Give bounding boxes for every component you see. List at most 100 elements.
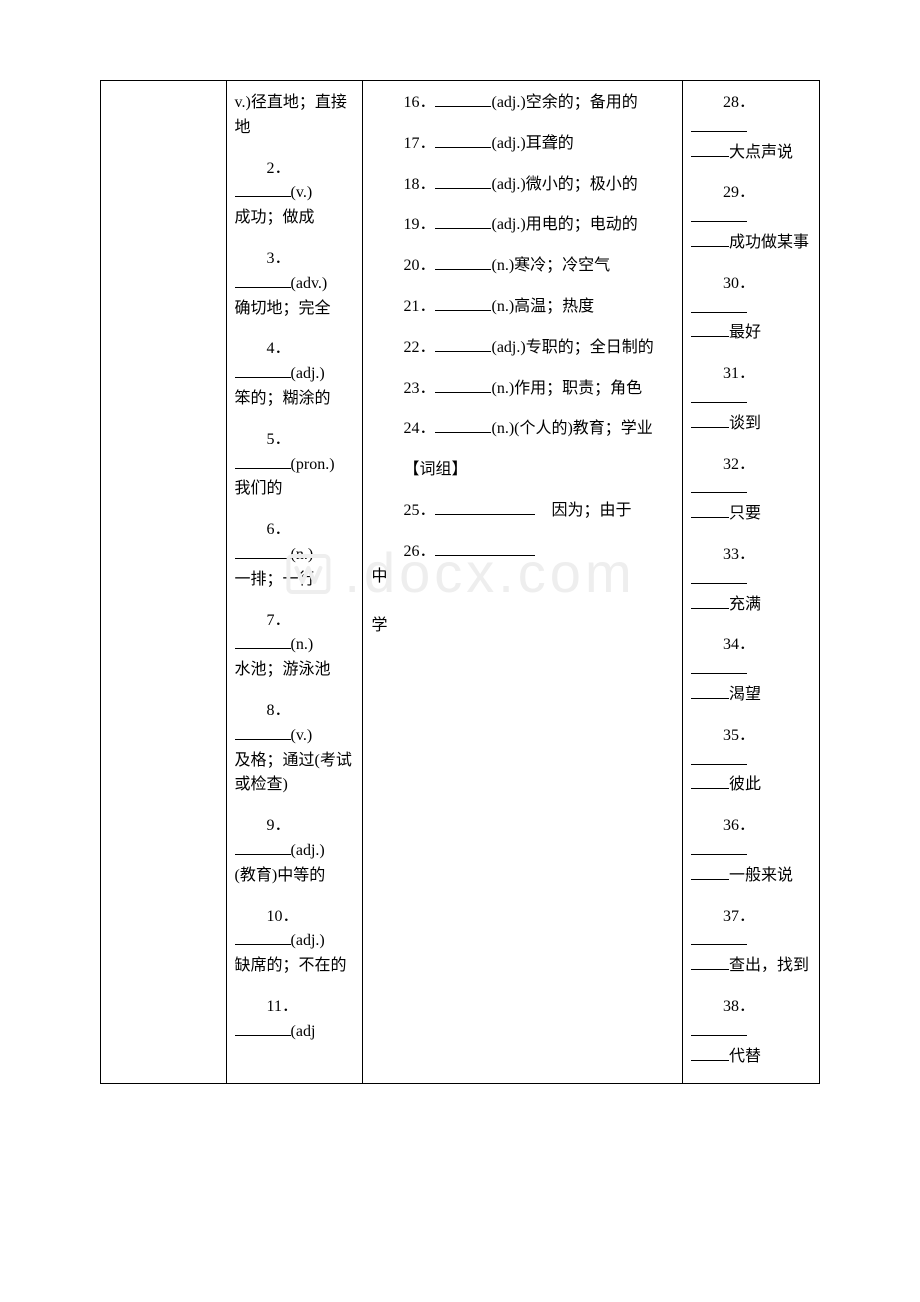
fill-blank[interactable] xyxy=(691,749,747,765)
fill-blank[interactable] xyxy=(435,173,491,189)
fill-blank[interactable] xyxy=(691,387,747,403)
fill-blank[interactable] xyxy=(691,864,729,880)
fill-blank[interactable] xyxy=(691,773,729,789)
entry-def: 作用；职责；角色 xyxy=(514,380,642,397)
fill-blank[interactable] xyxy=(435,91,491,107)
page: .docx.com v.)径直地；直接地 2． (v.) 成功；做成 3． xyxy=(0,0,920,1184)
fill-blank[interactable] xyxy=(435,499,535,515)
fill-blank[interactable] xyxy=(691,929,747,945)
entry-def: 空余的；备用的 xyxy=(526,94,638,111)
vocab-entry: 10． (adj.) 缺席的；不在的 xyxy=(235,905,355,979)
entry-def: 只要 xyxy=(729,505,761,522)
entry-num: 34． xyxy=(723,636,755,653)
vocab-entry: 21．(n.)高温；热度 xyxy=(371,295,674,320)
vocab-entry: 17．(adj.)耳聋的 xyxy=(371,132,674,157)
fill-blank[interactable] xyxy=(691,321,729,337)
entry-num: 2． xyxy=(267,160,291,177)
vocab-entry: 18．(adj.)微小的；极小的 xyxy=(371,173,674,198)
fill-blank[interactable] xyxy=(235,839,291,855)
fill-blank[interactable] xyxy=(435,295,491,311)
fill-blank[interactable] xyxy=(691,1020,747,1036)
fill-blank[interactable] xyxy=(691,568,747,584)
entry-pos: (n.) xyxy=(291,546,314,563)
entry-def: 代替 xyxy=(729,1048,761,1065)
fill-blank[interactable] xyxy=(235,633,291,649)
fill-blank[interactable] xyxy=(435,213,491,229)
entry-def: 确切地；完全 xyxy=(235,300,331,317)
fill-blank[interactable] xyxy=(235,543,291,559)
entry-num: 23． xyxy=(403,380,435,397)
entry-def: 专职的；全日制的 xyxy=(526,339,654,356)
fill-blank[interactable] xyxy=(691,231,729,247)
entry-def: 我们的 xyxy=(235,480,283,497)
entry-def: 渴望 xyxy=(729,686,761,703)
entry-pos: (pron.) xyxy=(291,456,335,473)
cell-col3: 16． (adj.) 空余的；备用的 17．(adj.)耳聋的 18．(adj.)微… xyxy=(363,81,683,1084)
fill-blank[interactable] xyxy=(691,839,747,855)
fill-blank[interactable] xyxy=(691,477,747,493)
fill-blank[interactable] xyxy=(235,929,291,945)
entry-def: 及格；通过(考试或检查) xyxy=(235,752,352,794)
entry-num: 28． xyxy=(723,94,755,111)
phrase-entry: 30． 最好 xyxy=(691,272,811,346)
entry-pos: (n.) xyxy=(491,420,514,437)
fill-blank[interactable] xyxy=(435,132,491,148)
entry-def: 大点声说 xyxy=(729,144,793,161)
fill-blank[interactable] xyxy=(691,141,729,157)
entry-num: 6． xyxy=(267,521,291,538)
entry-pos: (n.) xyxy=(291,636,314,653)
entry-def: 用电的；电动的 xyxy=(526,216,638,233)
entry-num: 22． xyxy=(403,339,435,356)
fill-blank[interactable] xyxy=(235,272,291,288)
entry-num: 10． xyxy=(267,908,299,925)
fill-blank[interactable] xyxy=(435,417,491,433)
fill-blank[interactable] xyxy=(691,658,747,674)
fill-blank[interactable] xyxy=(691,116,747,132)
vocab-entry: 3． (adv.) 确切地；完全 xyxy=(235,247,355,321)
entry-def: (个人的)教育；学业 xyxy=(514,420,653,437)
entry-num: 19． xyxy=(403,216,435,233)
table-row: v.)径直地；直接地 2． (v.) 成功；做成 3． (adv.) 确切地；完… xyxy=(101,81,820,1084)
entry-num: 30． xyxy=(723,275,755,292)
cell-left-empty xyxy=(101,81,227,1084)
fill-blank[interactable] xyxy=(691,683,729,699)
entry-num: 5． xyxy=(267,431,291,448)
fill-blank[interactable] xyxy=(691,954,729,970)
phrase-entry: 25． 因为；由于 xyxy=(371,499,674,524)
fill-blank[interactable] xyxy=(435,377,491,393)
phrase-entry: 35． 彼此 xyxy=(691,724,811,798)
entry-num: 7． xyxy=(267,612,291,629)
fill-blank[interactable] xyxy=(235,362,291,378)
fill-blank[interactable] xyxy=(435,336,491,352)
vocab-entry: 5． (pron.) 我们的 xyxy=(235,428,355,502)
fill-blank[interactable] xyxy=(691,1045,729,1061)
entry-num: 16． xyxy=(403,94,435,111)
fill-blank[interactable] xyxy=(235,453,291,469)
phrase-entry: 29． 成功做某事 xyxy=(691,181,811,255)
fill-blank[interactable] xyxy=(235,181,291,197)
phrase-entry: 32． 只要 xyxy=(691,453,811,527)
phrase-entry: 34． 渴望 xyxy=(691,633,811,707)
entry-pos: (n.) xyxy=(491,298,514,315)
fill-blank[interactable] xyxy=(235,724,291,740)
entry-def: 谈到 xyxy=(729,415,761,432)
phrase-entry: 38． 代替 xyxy=(691,995,811,1069)
fill-blank[interactable] xyxy=(691,502,729,518)
phrase-entry: 31． 谈到 xyxy=(691,362,811,436)
fill-blank[interactable] xyxy=(691,206,747,222)
entry-pos: (adj.) xyxy=(491,135,525,152)
vocab-entry: 24． (n.)(个人的)教育；学业 xyxy=(371,417,674,442)
fill-blank[interactable] xyxy=(435,254,491,270)
entry-pos: (n.) xyxy=(491,257,514,274)
fill-blank[interactable] xyxy=(235,1020,291,1036)
entry-pos: (adj.) xyxy=(291,842,325,859)
fill-blank[interactable] xyxy=(435,540,535,556)
fill-blank[interactable] xyxy=(691,593,729,609)
vocab-entry: 11． (adj xyxy=(235,995,355,1045)
entry-def: 寒冷；冷空气 xyxy=(514,257,610,274)
fill-blank[interactable] xyxy=(691,297,747,313)
fill-blank[interactable] xyxy=(691,412,729,428)
entry-num: 24． xyxy=(403,420,435,437)
entry-def: 水池；游泳池 xyxy=(235,661,331,678)
vocab-entry: 20．(n.)寒冷；冷空气 xyxy=(371,254,674,279)
